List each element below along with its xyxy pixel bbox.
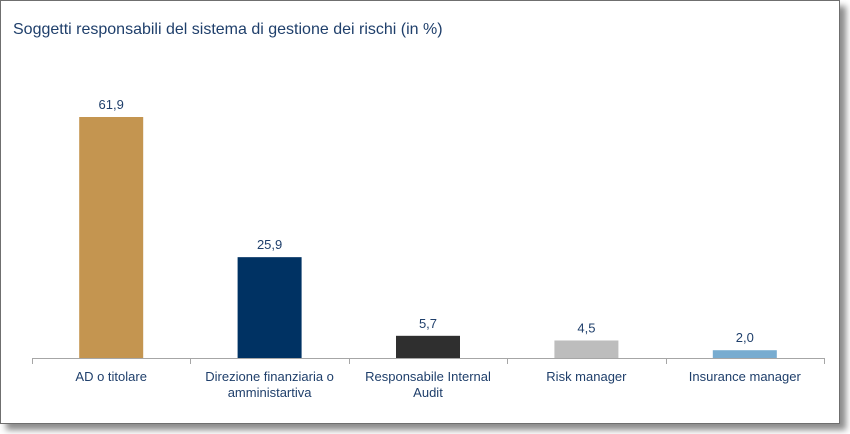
chart-title: Soggetti responsabili del sistema di ges… <box>13 21 443 38</box>
category-label: Risk manager <box>546 369 627 384</box>
data-label: 2,0 <box>736 330 754 345</box>
bar-chart: 61,9 AD o titolare 25,9 Direzione finanziar… <box>32 97 825 400</box>
category-label: Direzione finanziaria o <box>205 369 334 384</box>
category-label: Audit <box>413 385 443 400</box>
bar <box>554 340 619 358</box>
bar <box>396 335 460 358</box>
bar <box>237 257 302 358</box>
category-label: AD o titolare <box>75 369 147 384</box>
category-label: Responsabile Internal <box>365 369 491 384</box>
data-label: 61,9 <box>99 97 124 112</box>
category-label: amministartiva <box>228 385 313 400</box>
bar <box>712 350 777 358</box>
data-label: 25,9 <box>257 237 282 252</box>
bar <box>79 117 144 358</box>
data-label: 4,5 <box>577 320 595 335</box>
data-label: 5,7 <box>419 316 437 331</box>
category-label: Insurance manager <box>689 369 802 384</box>
chart-frame: Soggetti responsabili del sistema di ges… <box>0 0 840 424</box>
